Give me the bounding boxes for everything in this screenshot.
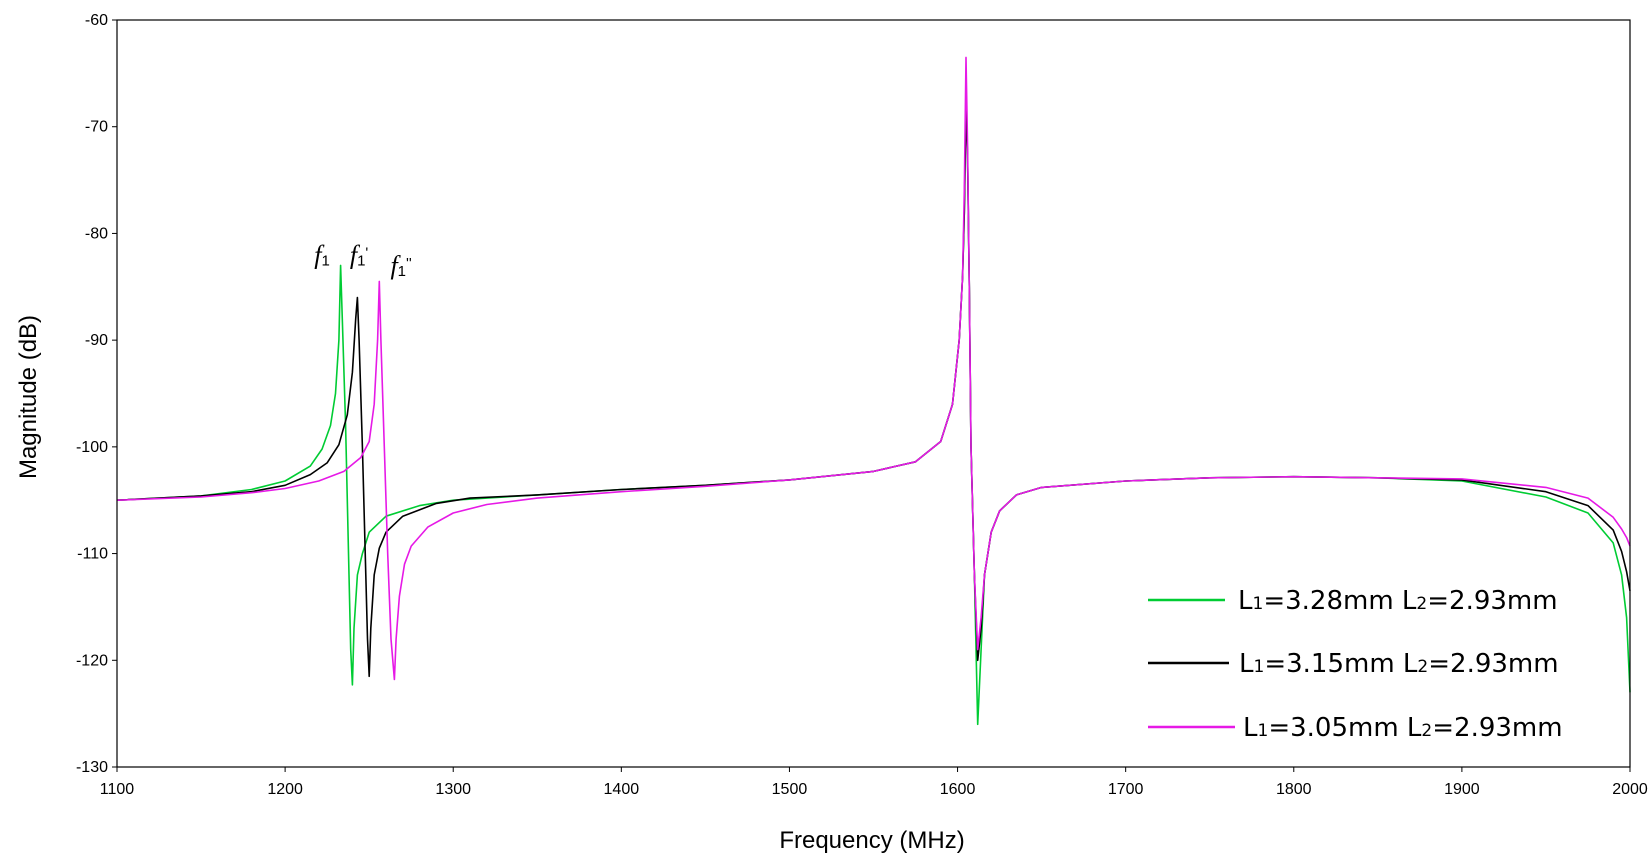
peak-label-suffix: '' (406, 255, 412, 272)
y-tick-label: -130 (76, 759, 108, 776)
y-tick-label: -60 (85, 12, 108, 29)
y-tick-label: -120 (76, 652, 108, 669)
x-tick-label: 1700 (1108, 781, 1144, 798)
x-tick-label: 2000 (1612, 781, 1648, 798)
plot-area-frame (116, 19, 1631, 768)
peak-label-sub: 1 (357, 252, 365, 269)
x-tick-label: 1800 (1276, 781, 1312, 798)
x-axis-ticks: 1100 1200 1300 1400 1500 1600 1700 1800 1900 2000 (100, 767, 1648, 798)
legend-label-part: =2.93mm (1427, 586, 1557, 616)
legend-label-1: L1=3.28mm L2=2.93mm (1238, 586, 1558, 616)
legend-label-part: 1 (1253, 594, 1264, 614)
y-axis-title: Magnitude (dB) (15, 315, 42, 479)
x-tick-label: 1200 (267, 781, 303, 798)
series-line-3 (116, 56, 1631, 681)
series-layer (116, 56, 1631, 726)
legend-label-3: L1=3.05mm L2=2.93mm (1243, 713, 1563, 743)
x-tick-label: 1400 (604, 781, 640, 798)
legend-label-part: L (1243, 713, 1258, 743)
legend-label-part: 1 (1254, 657, 1265, 677)
legend-label-part: =3.05mm L (1268, 713, 1422, 743)
peak-label-base: f (390, 251, 401, 280)
x-tick-label: 1900 (1444, 781, 1480, 798)
legend-label-part: 2 (1416, 594, 1427, 614)
peak-label-3: f1'' (390, 251, 411, 280)
legend-label-part: L (1238, 586, 1253, 616)
legend-label-part: L (1239, 649, 1254, 679)
y-tick-label: -90 (85, 332, 108, 349)
y-tick-label: -70 (85, 119, 108, 136)
peak-label-2: f1' (350, 240, 369, 269)
x-tick-label: 1100 (100, 781, 135, 798)
legend-label-part: 2 (1417, 657, 1428, 677)
y-tick-label: -100 (76, 439, 108, 456)
x-axis-title: Frequency (MHz) (779, 827, 964, 854)
peak-label-suffix: ' (365, 244, 368, 261)
legend-label-part: 1 (1258, 721, 1269, 741)
peak-label-sub: 1 (398, 263, 406, 280)
y-tick-label: -80 (85, 225, 108, 242)
y-tick-label: -110 (77, 546, 108, 563)
y-axis-ticks: -60 -70 -80 -90 -100 -110 -120 -130 (76, 12, 117, 776)
peak-annotations: f1 f1' f1'' (314, 240, 412, 280)
x-tick-label: 1600 (940, 781, 976, 798)
x-tick-label: 1300 (435, 781, 471, 798)
legend-label-part: =3.28mm L (1263, 586, 1417, 616)
peak-label-sub: 1 (322, 252, 330, 269)
x-tick-label: 1500 (772, 781, 808, 798)
peak-label-base: f (350, 240, 361, 269)
legend-label-part: =2.93mm (1432, 713, 1562, 743)
peak-label-base: f (314, 240, 325, 269)
legend-label-part: =2.93mm (1428, 649, 1558, 679)
peak-label-1: f1 (314, 240, 330, 269)
legend-label-part: 2 (1421, 721, 1432, 741)
legend-label-2: L1=3.15mm L2=2.93mm (1239, 649, 1559, 679)
legend-label-part: =3.15mm L (1264, 649, 1418, 679)
